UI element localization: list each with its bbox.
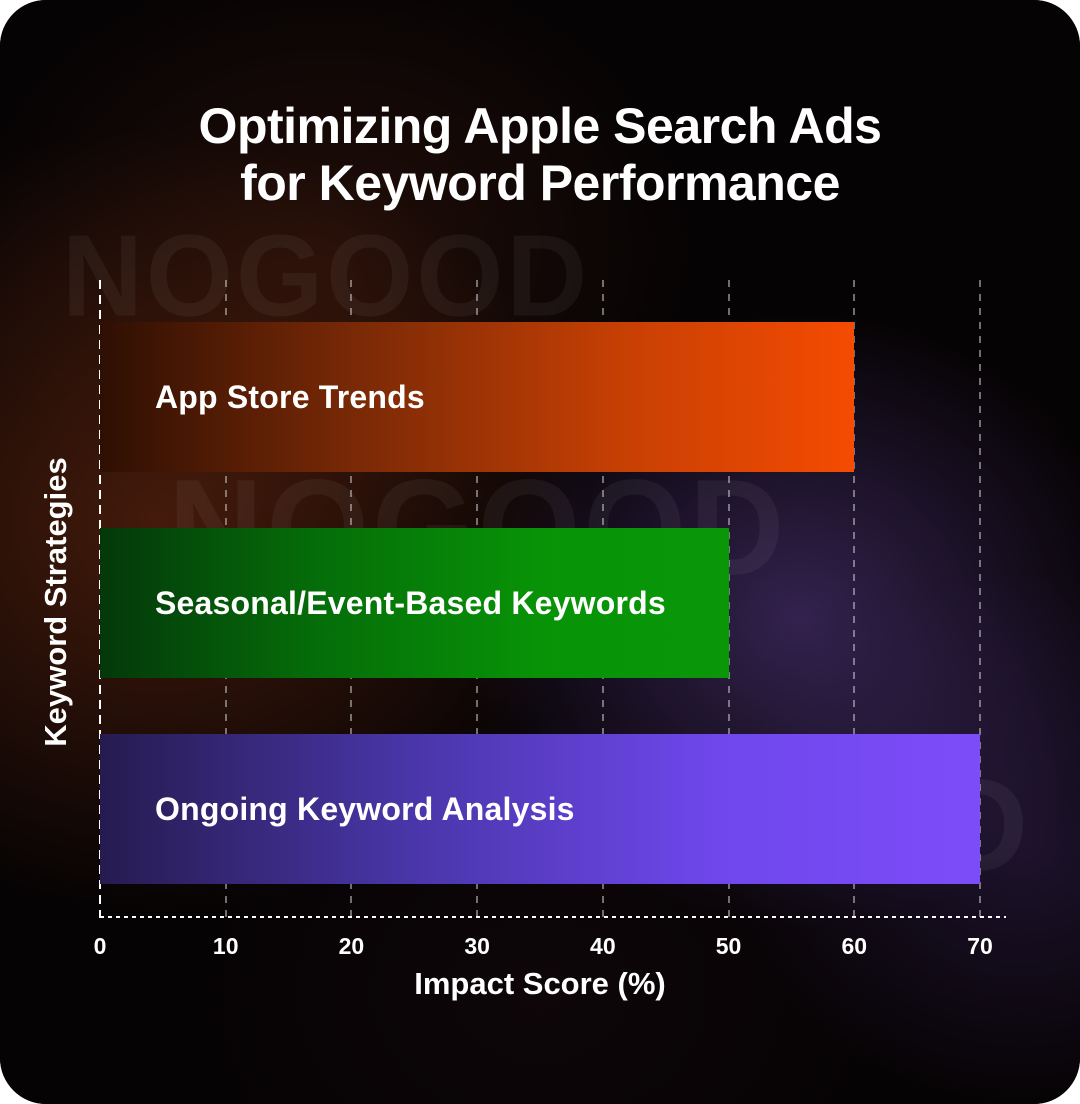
x-axis-line — [100, 916, 1006, 918]
x-tick-label: 60 — [841, 933, 868, 959]
x-tick-label: 30 — [464, 933, 490, 959]
bar-ongoing-keyword-analysis: Ongoing Keyword Analysis — [100, 734, 980, 884]
x-tick-label: 50 — [715, 933, 742, 959]
x-tick-label: 0 — [93, 933, 107, 959]
bar-label: App Store Trends — [155, 378, 425, 415]
gridline — [727, 280, 730, 918]
gridline — [979, 280, 981, 918]
x-tick-label: 70 — [967, 933, 993, 959]
nogood-watermark: NOGOOD — [62, 210, 591, 341]
bar-label: Ongoing Keyword Analysis — [155, 790, 575, 827]
x-tick-label: 10 — [212, 933, 239, 959]
chart-title-line-1: Optimizing Apple Search Ads — [198, 98, 882, 154]
chart-title: Optimizing Apple Search Ads for Keyword … — [0, 98, 1080, 212]
bar-label: Seasonal/Event-Based Keywords — [155, 584, 666, 621]
plot-area: App Store Trends Seasonal/Event-Based Key… — [99, 280, 1006, 918]
bar-app-store-trends: App Store Trends — [100, 322, 855, 472]
x-tick-label: 20 — [338, 933, 365, 959]
chart-title-line-2: for Keyword Performance — [240, 155, 840, 211]
bar-seasonal-event-based-keywords: Seasonal/Event-Based Keywords — [100, 528, 729, 678]
gridline — [853, 280, 856, 918]
y-axis-label-text: Keyword Strategies — [38, 457, 73, 747]
x-tick-label: 40 — [590, 933, 616, 959]
x-axis-label: Impact Score (%) — [414, 966, 666, 1001]
